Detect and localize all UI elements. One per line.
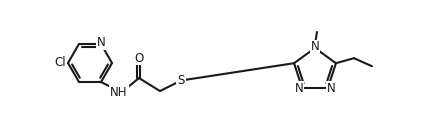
Text: Cl: Cl [54, 57, 66, 69]
Text: N: N [326, 82, 335, 95]
Text: O: O [134, 52, 143, 64]
Text: NH: NH [110, 86, 128, 98]
Text: S: S [177, 74, 184, 87]
Text: N: N [294, 82, 303, 95]
Text: N: N [96, 36, 105, 49]
Text: N: N [310, 41, 319, 53]
